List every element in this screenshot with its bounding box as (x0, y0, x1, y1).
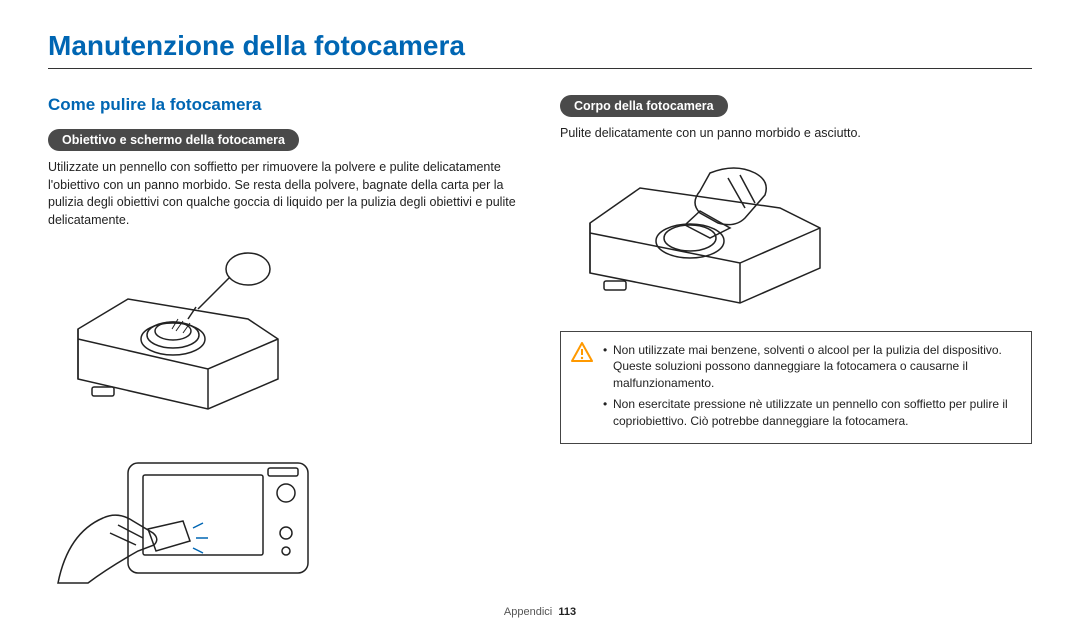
paragraph-lens-screen: Utilizzate un pennello con soffietto per… (48, 159, 520, 229)
warning-icon (571, 342, 593, 434)
page-title: Manutenzione della fotocamera (48, 30, 1032, 69)
paragraph-body: Pulite delicatamente con un panno morbid… (560, 125, 1032, 143)
subheading-lens-screen: Obiettivo e schermo della fotocamera (48, 129, 299, 151)
section-heading: Come pulire la fotocamera (48, 95, 520, 115)
column-right: Corpo della fotocamera Pulite delicatame… (560, 95, 1032, 607)
warning-box: Non utilizzate mai benzene, solventi o a… (560, 331, 1032, 445)
subheading-body: Corpo della fotocamera (560, 95, 728, 117)
footer-page-number: 113 (558, 606, 576, 618)
footer-section: Appendici (504, 606, 552, 618)
warning-item-2: Non esercitate pressione nè utilizzate u… (603, 396, 1019, 430)
illustration-blower (48, 239, 520, 419)
page-footer: Appendici 113 (0, 606, 1080, 618)
illustration-screen-wipe (48, 433, 520, 593)
column-left: Come pulire la fotocamera Obiettivo e sc… (48, 95, 520, 607)
content-columns: Come pulire la fotocamera Obiettivo e sc… (48, 95, 1032, 607)
illustration-body-wipe (560, 153, 1032, 313)
warning-list: Non utilizzate mai benzene, solventi o a… (603, 342, 1019, 434)
warning-item-1: Non utilizzate mai benzene, solventi o a… (603, 342, 1019, 392)
